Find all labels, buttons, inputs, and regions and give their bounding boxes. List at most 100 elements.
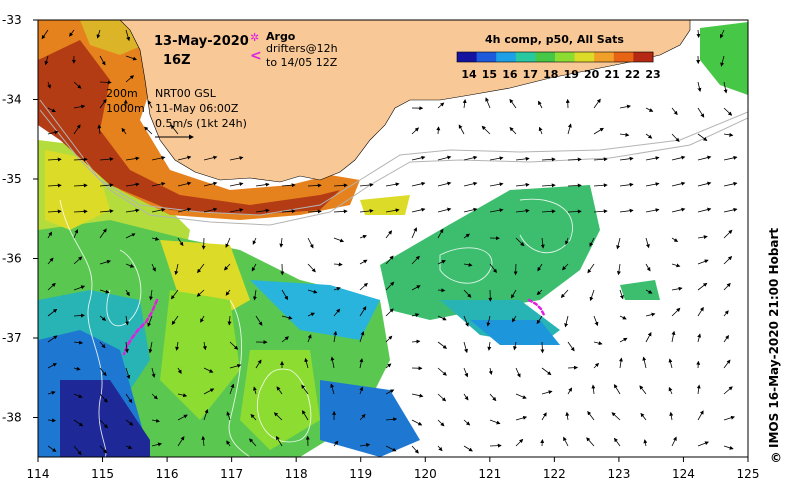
current-arrow <box>671 133 680 142</box>
current-arrow <box>567 209 582 214</box>
current-arrow <box>99 157 114 162</box>
current-arrow <box>489 393 497 402</box>
current-arrow <box>723 229 733 239</box>
current-arrow <box>359 208 374 213</box>
map-time: 16Z <box>163 53 191 68</box>
current-arrow <box>307 237 314 249</box>
sst-center2-lightgreen <box>240 350 320 450</box>
current-arrow <box>359 234 367 239</box>
current-arrow <box>203 181 218 187</box>
current-arrow <box>73 340 84 345</box>
current-arrow <box>619 208 634 213</box>
current-arrow <box>229 208 244 213</box>
current-arrow <box>73 313 85 318</box>
current-arrow <box>697 155 712 161</box>
current-arrow <box>639 385 647 395</box>
current-arrow <box>252 289 257 301</box>
sst-east-blue <box>470 320 560 345</box>
current-arrow <box>437 393 447 402</box>
current-arrow <box>645 208 660 213</box>
current-arrow <box>301 384 309 395</box>
current-arrow <box>99 209 114 214</box>
current-arrow <box>697 306 704 317</box>
current-arrow <box>147 315 153 327</box>
argo-legend: ✲ Argo < drifters@12h to 14/05 12Z <box>250 30 338 69</box>
current-arrow <box>125 55 138 61</box>
sst-yellow-coast-mid <box>360 195 410 215</box>
current-arrow <box>540 341 545 354</box>
current-arrow <box>73 81 82 89</box>
current-arrow <box>723 310 729 317</box>
drifter-tracks <box>122 298 546 356</box>
current-arrow <box>593 341 603 346</box>
current-arrow <box>668 386 673 395</box>
current-arrow <box>411 419 423 426</box>
current-arrow <box>536 289 543 296</box>
current-arrow <box>47 363 57 369</box>
lon-tick-label: 119 <box>349 467 372 481</box>
current-arrow <box>463 207 478 213</box>
current-arrow <box>73 229 79 239</box>
current-arrow <box>333 209 348 214</box>
current-arrow <box>255 208 270 213</box>
sst-green-ne <box>700 22 748 95</box>
current-arrow <box>411 255 420 265</box>
current-arrow <box>385 208 400 213</box>
current-arrow <box>226 440 231 447</box>
current-arrow <box>437 155 452 161</box>
current-arrow <box>201 435 206 447</box>
current-arrow <box>73 209 88 214</box>
current-arrow <box>125 29 131 42</box>
current-arrow <box>73 256 83 265</box>
current-arrow <box>99 393 108 403</box>
current-arrow <box>515 208 530 213</box>
lat-tick-label: -37 <box>2 331 22 345</box>
current-arrow <box>513 341 517 351</box>
current-arrow <box>619 132 630 137</box>
current-arrow <box>304 357 309 369</box>
current-arrow <box>47 107 56 113</box>
lon-tick-label: 117 <box>220 467 243 481</box>
lat-tick-label: -34 <box>2 93 22 107</box>
current-arrow <box>177 414 188 421</box>
current-arrow <box>121 127 127 135</box>
current-arrow <box>307 209 322 214</box>
current-arrow <box>671 155 686 161</box>
sst-blue-southcenter <box>320 380 420 457</box>
current-arrow <box>385 445 397 452</box>
current-arrow <box>359 386 364 395</box>
current-arrow <box>359 259 368 265</box>
current-arrow <box>144 126 153 135</box>
current-arrow <box>645 332 652 343</box>
current-arrow <box>643 439 648 447</box>
current-arrow <box>589 289 595 302</box>
current-arrow <box>463 341 468 354</box>
current-arrow <box>47 157 62 162</box>
current-arrow <box>125 233 136 239</box>
lon-tick-label: 121 <box>478 467 501 481</box>
current-arrow <box>463 262 473 267</box>
current-arrow <box>723 107 733 116</box>
current-arrow <box>697 282 708 291</box>
current-arrow <box>668 358 673 369</box>
current-arrow <box>279 237 284 248</box>
current-arrow <box>385 363 392 369</box>
current-arrow <box>255 315 263 326</box>
current-arrow <box>463 155 478 161</box>
current-arrow <box>227 315 232 326</box>
current-arrow <box>99 341 106 349</box>
current-arrow <box>489 419 501 425</box>
longitude-axis: 114 115 116 117 118 119 120 121 122 123 124 125 <box>27 457 759 481</box>
current-arrow <box>509 126 517 135</box>
current-arrow <box>174 263 179 276</box>
current-arrow <box>567 341 575 352</box>
current-arrow <box>411 445 419 454</box>
colorbar-label: 22 <box>625 68 640 81</box>
current-arrow <box>697 81 702 93</box>
current-arrow <box>697 441 709 447</box>
colorbar-swatch <box>515 52 536 62</box>
current-arrow <box>541 367 552 376</box>
current-arrow <box>587 263 595 274</box>
current-arrow <box>619 337 628 343</box>
current-arrow <box>541 209 556 214</box>
